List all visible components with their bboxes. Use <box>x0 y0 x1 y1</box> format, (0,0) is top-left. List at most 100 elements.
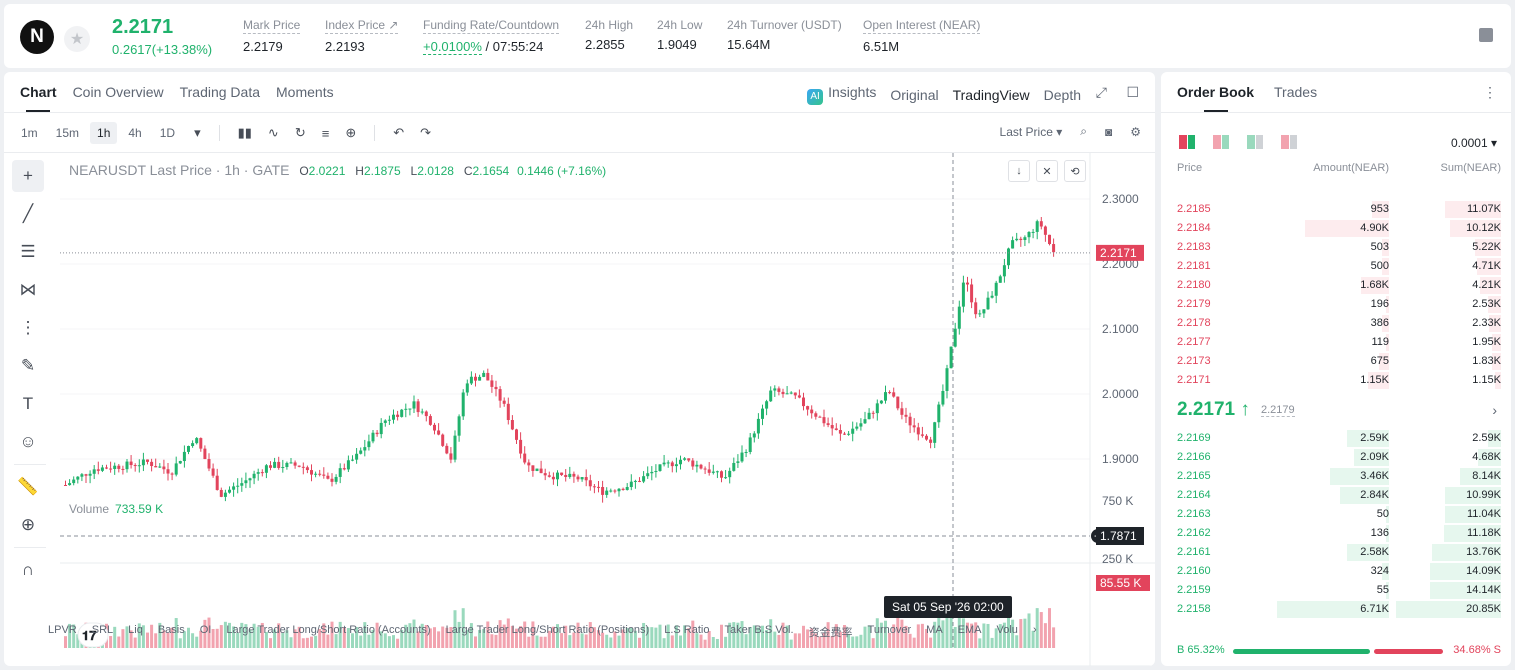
guide-book-icon[interactable] <box>1479 28 1493 42</box>
text-icon[interactable]: T <box>22 394 34 413</box>
bid-row[interactable]: 2.2169 2.59K 2.59K <box>1161 429 1511 448</box>
indicator-13[interactable]: Volu <box>996 624 1018 636</box>
view-split-icon[interactable] <box>1213 135 1229 149</box>
ask-row[interactable]: 2.2177 119 1.95K <box>1161 333 1511 352</box>
indicator-5[interactable]: Large Trader Long/Short Ratio (Accounts) <box>226 624 431 636</box>
stat-mark-price[interactable]: Mark Price 2.2179 <box>243 18 301 54</box>
indicator-4[interactable]: OI <box>199 624 212 636</box>
tab-order-book[interactable]: Order Book <box>1177 84 1254 112</box>
magnet-icon[interactable]: ∩ <box>21 560 35 579</box>
legend-change: 0.1446 (+7.16%) <box>517 164 607 178</box>
search-icon[interactable]: ⌕ <box>1080 124 1087 138</box>
undo-icon[interactable]: ↶ <box>393 125 405 140</box>
tab-trading-data[interactable]: Trading Data <box>179 84 261 100</box>
price-type-select[interactable]: Last Price ▾ <box>999 124 1063 139</box>
tab-original[interactable]: Original <box>890 86 939 103</box>
indicator-11[interactable]: MA <box>926 624 943 636</box>
candle-body <box>396 414 400 417</box>
tick-size-select[interactable]: 0.0001 ▾ <box>1450 136 1497 150</box>
settings-icon[interactable]: ⚙ <box>1130 124 1141 139</box>
camera-icon[interactable]: ◙ <box>1104 124 1113 139</box>
interval-1d[interactable]: 1D <box>159 126 176 140</box>
candle-type-icon[interactable]: ▮▮ <box>237 125 252 140</box>
ask-row[interactable]: 2.2179 196 2.53K <box>1161 295 1511 314</box>
volume-bar <box>72 624 76 648</box>
interval-dropdown-icon[interactable]: ▾ <box>194 125 201 140</box>
interval-1h[interactable]: 1h <box>90 122 118 144</box>
expand-icon[interactable]: ⤢ <box>1095 84 1107 100</box>
collapse-icon[interactable]: ✕ <box>1036 160 1058 182</box>
tab-trades[interactable]: Trades <box>1274 84 1318 100</box>
view-both-icon[interactable] <box>1179 135 1195 149</box>
tab-depth[interactable]: Depth <box>1043 86 1081 103</box>
indicator-0[interactable]: LPVR <box>48 624 77 636</box>
pattern-icon[interactable]: ⋈ <box>19 280 37 299</box>
ask-row[interactable]: 2.2178 386 2.33K <box>1161 314 1511 333</box>
bid-row[interactable]: 2.2160 324 14.09K <box>1161 562 1511 581</box>
scroll-down-icon[interactable]: ↓ <box>1008 160 1030 182</box>
interval-15m[interactable]: 15m <box>55 126 80 140</box>
indicator-8[interactable]: Taker B.S Vol. <box>724 624 794 636</box>
chevron-right-icon[interactable]: › <box>1492 402 1497 418</box>
favorite-star-icon[interactable]: ★ <box>64 26 90 52</box>
indicator-2[interactable]: Liq <box>128 624 143 636</box>
template-icon[interactable]: ≡ <box>321 125 330 141</box>
candle-body <box>326 475 330 479</box>
bid-row[interactable]: 2.2158 6.71K 20.85K <box>1161 600 1511 619</box>
trend-line-icon[interactable]: ╱ <box>22 204 34 223</box>
fit-icon[interactable]: ⟲ <box>1064 160 1086 182</box>
ruler-icon[interactable]: 📏 <box>17 477 39 496</box>
ask-row[interactable]: 2.2181 500 4.71K <box>1161 257 1511 276</box>
tab-insights[interactable]: AI Insights <box>807 84 876 105</box>
stat-index-price[interactable]: Index Price ↗ 2.2193 <box>325 18 399 54</box>
bid-row[interactable]: 2.2159 55 14.14K <box>1161 581 1511 600</box>
volume-bar <box>658 624 662 648</box>
crosshair-icon[interactable]: + <box>12 160 44 192</box>
indicator-12[interactable]: EMA <box>957 624 982 636</box>
view-bids-icon[interactable] <box>1247 135 1263 149</box>
ask-row[interactable]: 2.2173 675 1.83K <box>1161 352 1511 371</box>
tab-tradingview[interactable]: TradingView <box>952 86 1030 103</box>
redo-icon[interactable]: ↷ <box>420 125 432 140</box>
add-alert-icon[interactable]: ⊕ <box>345 125 357 140</box>
bid-row[interactable]: 2.2161 2.58K 13.76K <box>1161 543 1511 562</box>
ask-row[interactable]: 2.2184 4.90K 10.12K <box>1161 219 1511 238</box>
indicator-7[interactable]: L.S Ratio <box>664 624 710 636</box>
horizontal-lines-icon[interactable]: ☰ <box>20 242 36 261</box>
fullscreen-icon[interactable]: ☐ <box>1126 84 1139 100</box>
interval-1m[interactable]: 1m <box>21 126 38 140</box>
ask-row[interactable]: 2.2185 953 11.07K <box>1161 200 1511 219</box>
indicator-6[interactable]: Large Trader Long/Short Ratio (Positions… <box>445 624 650 636</box>
indicator-9[interactable]: 资金费率 <box>808 627 853 639</box>
candle-body <box>539 468 543 474</box>
stat-open-interest[interactable]: Open Interest (NEAR) 6.51M <box>863 18 981 54</box>
volume-bar <box>141 625 145 648</box>
bid-row[interactable]: 2.2163 50 11.04K <box>1161 505 1511 524</box>
fib-icon[interactable]: ⋮ <box>19 318 37 337</box>
indicator-3[interactable]: Basis <box>157 624 185 636</box>
stat-funding-rate[interactable]: Funding Rate/Countdown +0.0100% / 07:55:… <box>423 18 560 55</box>
ask-row[interactable]: 2.2171 1.15K 1.15K <box>1161 371 1511 390</box>
indicators-icon[interactable]: ∿ <box>267 125 279 140</box>
view-asks-icon[interactable] <box>1281 135 1297 149</box>
zoom-in-icon[interactable]: ⊕ <box>20 515 36 534</box>
tab-coin-overview[interactable]: Coin Overview <box>72 84 164 100</box>
interval-4h[interactable]: 4h <box>128 126 142 140</box>
chevron-right-icon[interactable]: › <box>1032 624 1037 636</box>
bid-row[interactable]: 2.2166 2.09K 4.68K <box>1161 448 1511 467</box>
refresh-icon[interactable]: ↻ <box>294 125 306 140</box>
bid-row[interactable]: 2.2164 2.84K 10.99K <box>1161 486 1511 505</box>
indicator-1[interactable]: SRL <box>91 624 114 636</box>
tab-chart[interactable]: Chart <box>20 84 57 112</box>
indicator-10[interactable]: Turnover <box>867 624 912 636</box>
volume-bar <box>359 635 363 648</box>
ask-row[interactable]: 2.2180 1.68K 4.21K <box>1161 276 1511 295</box>
tab-moments[interactable]: Moments <box>276 84 334 100</box>
ask-row[interactable]: 2.2183 503 5.22K <box>1161 238 1511 257</box>
emoji-icon[interactable]: ☺ <box>19 432 37 451</box>
bid-row[interactable]: 2.2162 136 11.18K <box>1161 524 1511 543</box>
more-menu-icon[interactable]: ⋮ <box>1483 84 1497 100</box>
brush-icon[interactable]: ✎ <box>20 356 36 375</box>
bid-row[interactable]: 2.2165 3.46K 8.14K <box>1161 467 1511 486</box>
